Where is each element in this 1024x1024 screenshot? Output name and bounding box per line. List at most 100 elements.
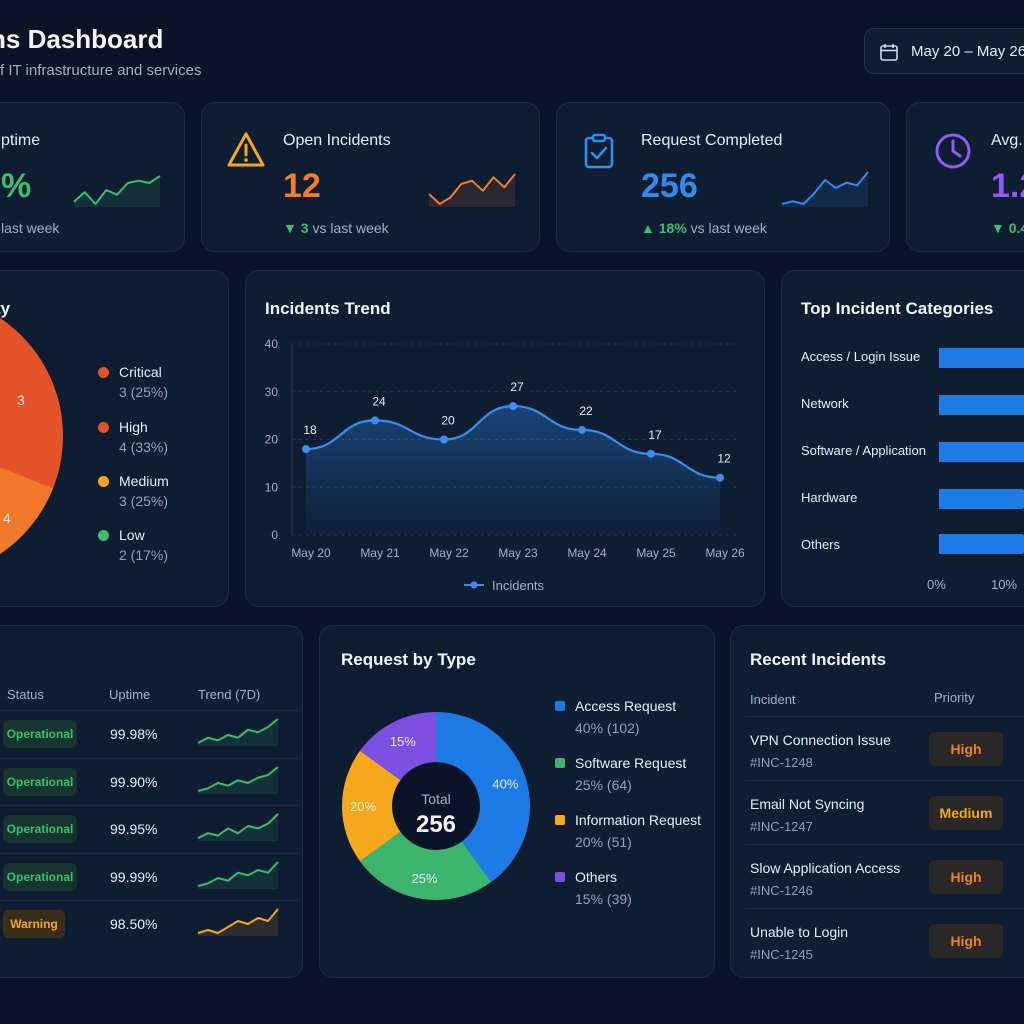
legend-name: Software Request (575, 755, 687, 771)
x-tick-label: May 24 (567, 546, 607, 560)
delta-arrow: ▼ (283, 220, 297, 236)
card-title: Request by Type (341, 650, 476, 669)
trend-sparkline (197, 765, 279, 794)
request-by-type-card: Request by Type 40% 25% 20% 15% Total 256 Acc… (319, 625, 715, 978)
legend-dot-critical (98, 367, 109, 378)
trend-point (371, 416, 379, 425)
incident-id: #INC-1247 (750, 819, 813, 834)
donut-slice (359, 712, 436, 781)
clock-icon (935, 133, 971, 169)
x-tick-label: May 22 (429, 546, 469, 560)
incidents-trend-card: Incidents Trend 0 10 20 30 40 May 20 May 21 May… (245, 270, 765, 607)
kpi-value: % (1, 167, 32, 205)
row-divider (745, 908, 1024, 909)
trend-point (509, 402, 517, 411)
category-bar (939, 395, 1024, 415)
legend-swatch (555, 815, 565, 825)
y-tick-label: 30 (265, 385, 279, 399)
status-badge: Operational (3, 720, 77, 748)
sparkline-area (198, 719, 278, 746)
legend-detail: 2 (17%) (119, 547, 169, 563)
trend-data-label: 18 (303, 423, 317, 437)
top-categories-card: Top Incident Categories Access / Login I… (781, 270, 1024, 607)
trend-point (716, 473, 724, 482)
trend-area (306, 406, 720, 535)
y-tick-label: 20 (265, 433, 279, 447)
kpi-card-avg[interactable]: Avg. 1.2 ▼ 0.4 (906, 102, 1024, 252)
legend-swatch (555, 872, 565, 882)
kpi-card-uptime[interactable]: ptime % last week (0, 102, 185, 252)
status-badge: Operational (3, 767, 77, 796)
category-label: Software / Application (801, 443, 927, 458)
sparkline-line (197, 908, 279, 934)
delta-value: 0.4 (1008, 220, 1024, 236)
slice-label: 20% (350, 799, 376, 814)
donut-center-value: 256 (416, 811, 456, 838)
legend-detail: 3 (25%) (119, 384, 169, 400)
column-header-status: Status (7, 687, 44, 702)
incident-name: VPN Connection Issue (750, 732, 891, 748)
trend-data-label: 17 (648, 428, 662, 442)
legend-name: Information Request (575, 812, 702, 828)
sparkline-area (198, 861, 278, 889)
delta-value: 3 (300, 220, 309, 236)
donut-center-label: Total (421, 791, 451, 807)
page-title: ns Dashboard (0, 24, 164, 54)
sparkline-area (782, 172, 868, 207)
donut-slice (359, 831, 492, 900)
status-badge: Operational (3, 862, 77, 891)
legend-name: Others (575, 869, 618, 885)
legend-name: Critical (119, 364, 162, 380)
date-range-picker[interactable]: May 20 – May 26 (864, 28, 1024, 74)
delta-arrow: ▼ (991, 220, 1005, 236)
column-header-priority: Priority (934, 690, 975, 705)
legend-detail: 20% (51) (575, 834, 632, 850)
row-divider (745, 780, 1024, 781)
kpi-value: 1.2 (991, 167, 1024, 205)
priority-badge: Medium (929, 796, 1003, 830)
donut-slice (342, 750, 401, 862)
warning-icon (227, 132, 265, 167)
sparkline-line (428, 173, 516, 205)
incident-id: #INC-1248 (750, 755, 813, 770)
kpi-value: 12 (283, 167, 321, 205)
trend-sparkline (197, 718, 279, 746)
uptime-value: 99.90% (110, 773, 158, 790)
column-header-uptime: Uptime (109, 687, 151, 702)
trend-data-label: 27 (510, 380, 524, 394)
legend-swatch (555, 701, 565, 711)
category-bar (939, 534, 1024, 554)
x-tick-label: 10% (991, 577, 1018, 592)
trend-point (440, 435, 448, 444)
delta-text: vs last week (690, 220, 767, 236)
kpi-card-open-incidents[interactable]: Open Incidents 12 ▼ 3 vs last week (201, 102, 540, 252)
donut-label: 3 (17, 392, 25, 408)
incident-name: Email Not Syncing (750, 796, 865, 812)
row-divider (0, 757, 299, 759)
kpi-card-request-completed[interactable]: Request Completed 256 ▲ 18% vs last week (556, 102, 890, 252)
donut-hole (393, 763, 479, 849)
incident-id: #INC-1245 (750, 947, 813, 962)
card-title: ty (0, 299, 11, 318)
trend-sparkline (197, 813, 279, 841)
row-divider (0, 710, 299, 711)
card-title: Recent Incidents (750, 650, 887, 669)
donut-label: 4 (3, 510, 11, 526)
trend-data-label: 20 (441, 414, 455, 428)
sparkline-line (197, 718, 279, 744)
category-label: Network (801, 396, 849, 411)
category-bar (939, 489, 1024, 509)
incident-name: Unable to Login (750, 924, 849, 940)
slice-label: 25% (412, 871, 438, 886)
legend-name: Low (119, 527, 145, 543)
y-tick-label: 10 (265, 480, 279, 494)
x-tick-label: 0% (927, 577, 946, 592)
sparkline-area (429, 174, 515, 207)
sparkline-area (198, 814, 278, 841)
sparkline-line (197, 813, 279, 839)
severity-donut: 3 4 (0, 318, 63, 554)
row-divider (0, 852, 299, 854)
trend-data-label: 12 (717, 452, 731, 466)
kpi-delta: ▼ 0.4 (991, 220, 1024, 236)
x-tick-label: May 26 (705, 546, 745, 560)
